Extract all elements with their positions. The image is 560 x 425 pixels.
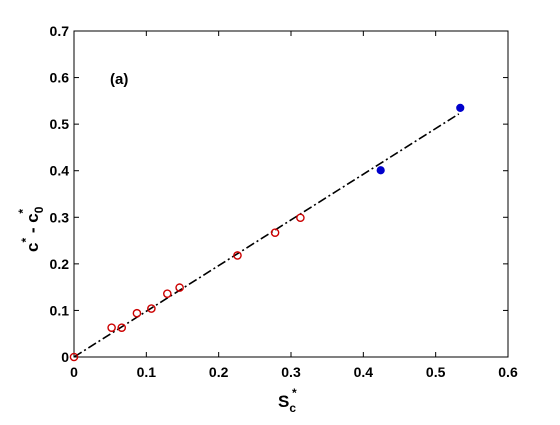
marker-layer	[69, 103, 465, 362]
x-tick-label: 0.1	[137, 364, 157, 380]
plot-area	[73, 30, 509, 358]
y-tick-label: 0.2	[50, 256, 70, 272]
y-axis-label-c: c	[23, 243, 42, 252]
panel-label: (a)	[110, 71, 128, 88]
y-axis-label: c* - c0*	[16, 206, 46, 252]
x-axis-label: Sc*	[278, 386, 297, 415]
y-tick-label: 0.3	[50, 209, 70, 225]
data-point-open	[296, 213, 305, 223]
data-point-filled	[456, 103, 465, 112]
data-point-open	[107, 323, 116, 332]
data-point-open	[163, 289, 172, 298]
y-tick-label: 0.5	[50, 116, 70, 132]
x-axis-label-sub: c	[289, 401, 296, 415]
data-point-open	[233, 251, 242, 260]
y-axis-label-middle: - c	[23, 213, 42, 238]
data-point-open	[132, 308, 142, 318]
y-tick-label: 0.4	[50, 163, 70, 179]
tick-layer: 0 0.1 0.2 0.3 0.4 0.5 0.6 0 0.1 0.2 0.3 0.4 0.5 0.6 0.…	[50, 23, 518, 380]
data-point-open	[117, 323, 127, 332]
x-tick-label: 0.3	[281, 364, 301, 380]
y-axis-label-sup1: *	[19, 238, 33, 243]
y-tick-label: 0.7	[50, 23, 70, 39]
x-tick-label: 0.6	[498, 364, 518, 380]
x-axis-label-sup: *	[292, 386, 297, 400]
svg-text:c* - c0*: c* - c0*	[16, 206, 46, 252]
data-point-open	[270, 228, 280, 237]
y-tick-label: 0	[61, 349, 69, 365]
x-tick-label: 0	[70, 364, 78, 380]
x-tick-label: 0.2	[209, 364, 229, 380]
x-tick-label: 0.4	[354, 364, 374, 380]
x-tick-label: 0.5	[426, 364, 446, 380]
data-point-open	[175, 283, 184, 292]
y-axis-label-sub2: 0	[32, 206, 46, 213]
y-tick-label: 0.6	[50, 70, 70, 86]
y-tick-label: 0.1	[50, 302, 70, 318]
data-point-filled	[376, 166, 385, 175]
data-point-open	[69, 352, 79, 362]
x-axis-label-base: S	[278, 392, 289, 411]
data-point-open	[147, 304, 156, 313]
y-axis-label-sup2: *	[16, 209, 30, 214]
